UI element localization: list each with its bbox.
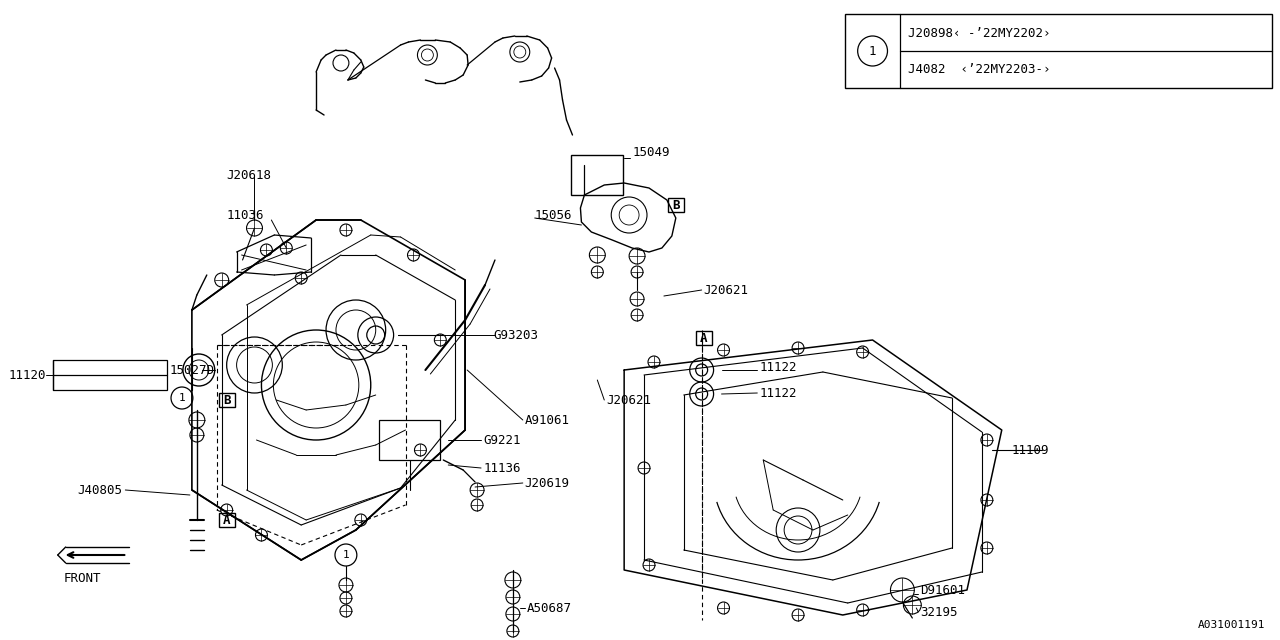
Text: FRONT: FRONT: [64, 572, 101, 584]
Bar: [52, 360, 168, 390]
Text: B: B: [672, 198, 680, 211]
Text: 15056: 15056: [535, 209, 572, 221]
Text: 11122: 11122: [759, 360, 796, 374]
Text: B: B: [223, 394, 230, 406]
Text: 11122: 11122: [759, 387, 796, 399]
Text: 11036: 11036: [227, 209, 264, 221]
Bar: [668, 198, 684, 212]
Text: D91601: D91601: [920, 584, 965, 596]
Bar: [845, 14, 1272, 88]
Text: A: A: [700, 332, 708, 344]
Bar: [219, 393, 234, 407]
Text: A50687: A50687: [527, 602, 572, 614]
Text: 11109: 11109: [1011, 444, 1050, 456]
Bar: [219, 513, 234, 527]
Text: J40805: J40805: [77, 483, 123, 497]
Text: J20621: J20621: [607, 394, 652, 406]
Text: 1: 1: [179, 393, 186, 403]
Text: 32195: 32195: [920, 605, 957, 618]
Bar: [696, 331, 712, 345]
Text: A: A: [223, 513, 230, 527]
Text: J4082  ‹’22MY2203-›: J4082 ‹’22MY2203-›: [909, 63, 1051, 76]
Bar: [379, 420, 440, 460]
Text: 15027D: 15027D: [170, 364, 215, 376]
Text: 11120: 11120: [8, 369, 46, 381]
Text: A031001191: A031001191: [1198, 620, 1265, 630]
Text: J20619: J20619: [525, 477, 570, 490]
Bar: [571, 155, 623, 195]
Text: G93203: G93203: [493, 328, 538, 342]
Text: 15049: 15049: [632, 145, 669, 159]
Text: 1: 1: [869, 45, 877, 58]
Text: J20618: J20618: [227, 168, 271, 182]
Text: J20898‹ -’22MY2202›: J20898‹ -’22MY2202›: [909, 26, 1051, 40]
Text: J20621: J20621: [704, 284, 749, 296]
Text: 1: 1: [343, 550, 349, 560]
Text: A91061: A91061: [525, 413, 570, 426]
Text: 11136: 11136: [483, 461, 521, 474]
Text: G9221: G9221: [483, 433, 521, 447]
